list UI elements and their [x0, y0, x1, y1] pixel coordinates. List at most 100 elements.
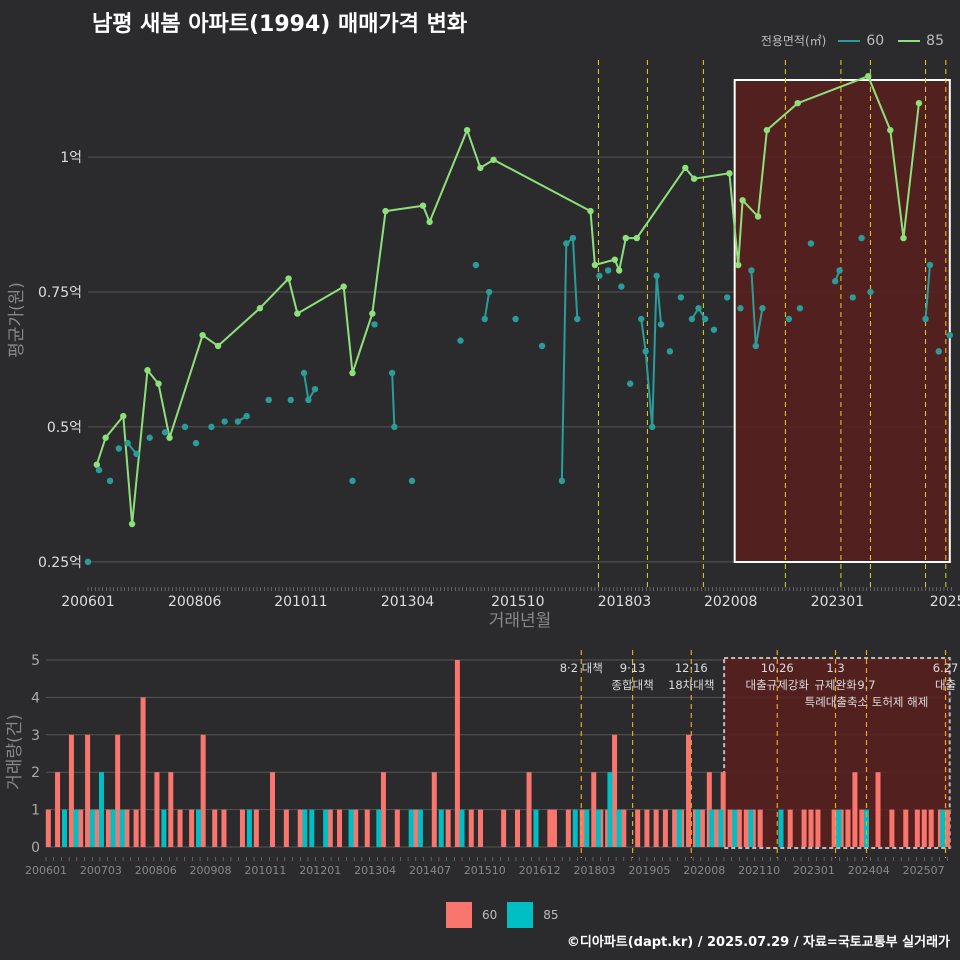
data-point-85 — [419, 202, 427, 209]
volume-bar-60 — [743, 809, 749, 847]
data-point-60 — [208, 423, 215, 431]
policy-annotation: 9·13 — [620, 661, 646, 675]
volume-bar-60 — [699, 809, 705, 847]
series-segment-60 — [640, 318, 647, 352]
volume-bar-85 — [695, 809, 701, 847]
policy-annotation: 6.27 — [933, 661, 959, 675]
data-point-60 — [649, 423, 656, 431]
volume-bar-60 — [270, 772, 275, 847]
volume-legend: 60 85 — [446, 902, 559, 928]
data-point-60 — [752, 342, 760, 350]
data-point-60 — [512, 315, 519, 323]
data-point-60 — [858, 234, 865, 242]
volume-bar-60 — [337, 809, 343, 847]
volume-bar-60 — [221, 809, 227, 847]
bar-x-tick-label: 201304 — [354, 864, 396, 877]
volume-bar-60 — [815, 809, 821, 847]
data-point-60 — [723, 294, 731, 301]
volume-bar-60 — [727, 809, 733, 847]
data-point-60 — [538, 342, 546, 350]
series-segment-60 — [571, 238, 579, 320]
volume-bar-60 — [115, 734, 121, 847]
volume-bar-60 — [239, 809, 245, 847]
volume-bar-60 — [253, 809, 259, 847]
x-tick-label: 202008 — [704, 594, 757, 610]
volume-bar-60 — [852, 772, 858, 847]
volume-bar-60 — [353, 809, 359, 847]
volume-bar-60 — [808, 809, 814, 847]
volume-bar-60 — [591, 772, 597, 847]
data-point-60 — [701, 315, 709, 323]
volume-bar-85 — [718, 809, 724, 847]
volume-bar-85 — [98, 772, 104, 847]
bar-y-tick-label: 0 — [31, 840, 40, 856]
data-point-60 — [926, 261, 934, 269]
volume-bar-60 — [903, 809, 909, 847]
data-point-60 — [558, 477, 566, 485]
data-point-85 — [285, 275, 292, 282]
data-point-60 — [807, 240, 815, 247]
y-tick-label: 1억 — [60, 150, 82, 166]
volume-bar-85 — [438, 809, 444, 847]
data-point-60 — [922, 315, 929, 323]
data-point-60 — [677, 294, 685, 301]
volume-bar-60 — [380, 772, 386, 847]
volume-bar-85 — [616, 809, 622, 847]
policy-annotation: 종합대책 — [611, 678, 653, 692]
data-point-60 — [638, 315, 645, 323]
data-point-60 — [371, 321, 378, 328]
volume-bar-60 — [551, 809, 557, 847]
data-point-85 — [199, 331, 206, 339]
volume-bar-60 — [478, 809, 484, 847]
data-point-85 — [102, 434, 109, 441]
volume-bar-60 — [327, 809, 333, 847]
data-point-60 — [935, 348, 942, 355]
y-axis-label: 평균가(원) — [7, 282, 27, 358]
policy-annotation: 1.3 — [826, 661, 844, 675]
policy-annotation: 특례대출축소 토허제 해제 — [805, 695, 929, 709]
data-point-60 — [481, 315, 488, 323]
bar-y-tick-label: 4 — [31, 690, 40, 706]
volume-bar-60 — [140, 697, 146, 847]
volume-bar-85 — [732, 809, 738, 847]
data-point-60 — [627, 380, 634, 387]
volume-bar-85 — [348, 809, 354, 847]
data-point-60 — [95, 466, 103, 474]
bar-x-tick-label: 202507 — [903, 864, 945, 877]
policy-annotation: 18차대책 — [668, 678, 714, 692]
volume-bar-60 — [501, 809, 507, 847]
bar-x-tick-label: 202110 — [738, 864, 780, 877]
volume-bar-60 — [55, 772, 61, 847]
data-point-60 — [300, 369, 308, 377]
data-point-85 — [690, 175, 698, 182]
volume-bar-60 — [547, 809, 553, 847]
volume-bar-60 — [124, 809, 130, 847]
volume-bar-60 — [635, 809, 641, 847]
data-point-85 — [915, 99, 923, 107]
policy-annotation: 규제완화 — [814, 678, 857, 692]
volume-bar-85 — [89, 809, 95, 847]
volume-bar-60 — [889, 809, 895, 847]
volume-bar-85 — [533, 809, 539, 847]
data-point-85 — [865, 72, 872, 80]
data-point-85 — [887, 126, 894, 134]
volume-bar-85 — [119, 809, 125, 847]
data-point-60 — [748, 267, 755, 274]
data-point-60 — [836, 267, 843, 274]
x-tick-label: 201304 — [381, 594, 435, 610]
volume-bar-60 — [189, 809, 195, 847]
data-point-60 — [688, 315, 696, 323]
data-point-60 — [867, 288, 874, 296]
volume-bar-60 — [757, 809, 763, 847]
series-segment-60 — [644, 351, 654, 428]
bar-y-tick-label: 3 — [31, 728, 40, 744]
data-point-85 — [294, 310, 301, 317]
volume-bar-85 — [417, 809, 423, 847]
data-point-85 — [93, 461, 101, 468]
legend-area: 전용면적(㎡) 60 85 — [761, 32, 952, 49]
data-point-60 — [124, 439, 131, 447]
legend-title: 전용면적(㎡) — [760, 34, 827, 48]
y-tick-label: 0.75억 — [38, 285, 82, 301]
data-point-60 — [84, 558, 92, 566]
